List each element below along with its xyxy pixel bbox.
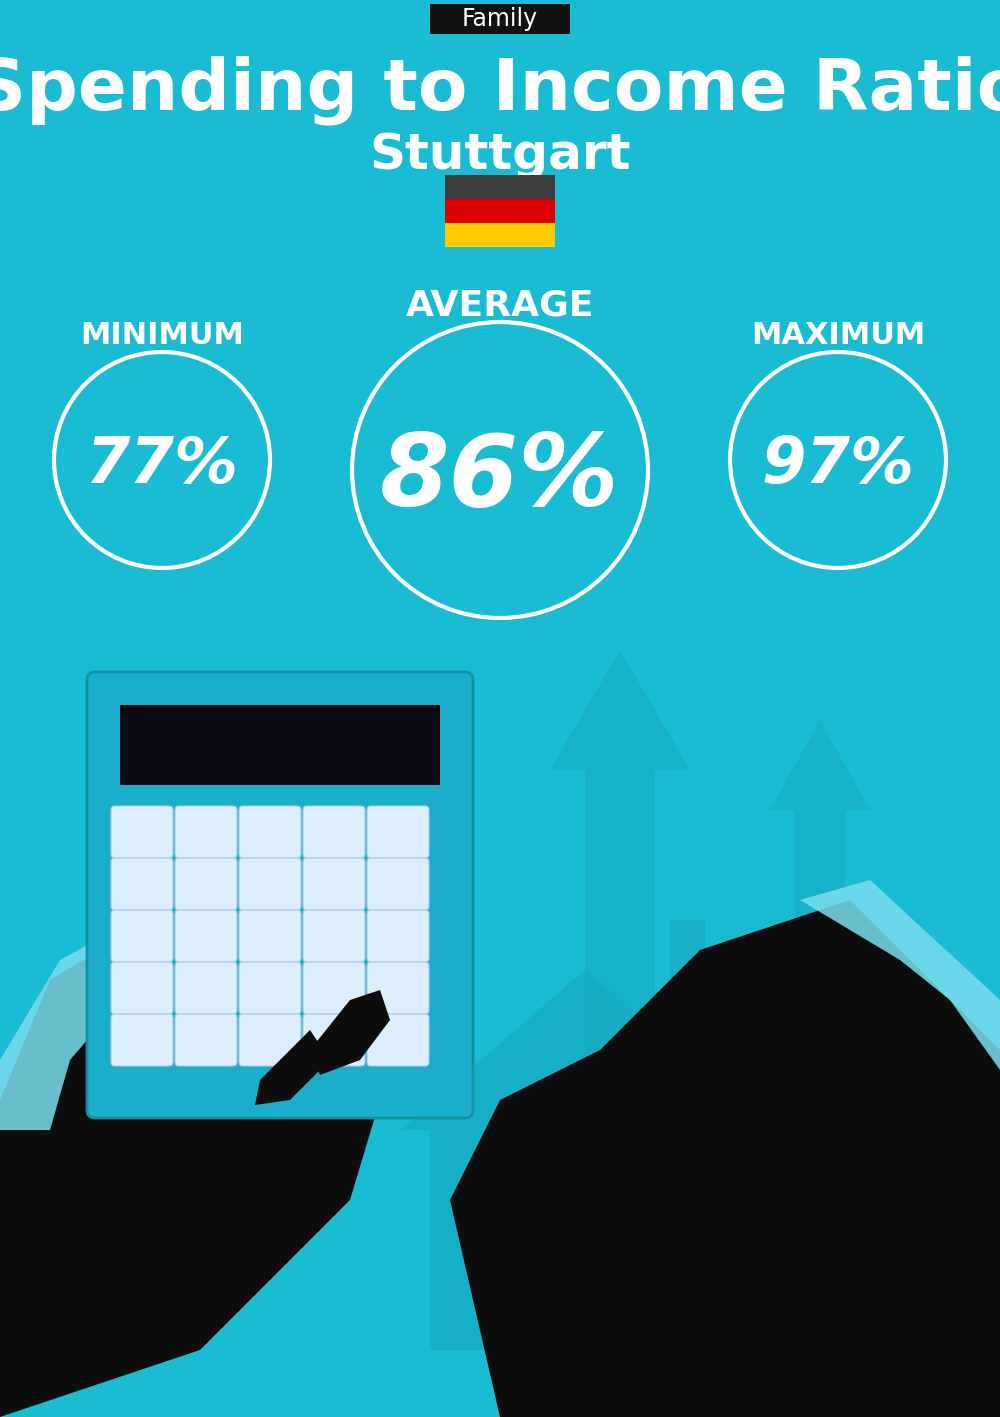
Text: MINIMUM: MINIMUM <box>80 320 244 350</box>
Text: $: $ <box>774 1183 806 1227</box>
Bar <box>430 4 570 34</box>
Bar <box>620 1178 730 1187</box>
Bar <box>552 1240 618 1350</box>
FancyBboxPatch shape <box>367 1015 429 1066</box>
Bar <box>620 1190 730 1200</box>
Text: AVERAGE: AVERAGE <box>406 288 594 322</box>
FancyBboxPatch shape <box>111 1015 173 1066</box>
Bar <box>774 1095 806 1124</box>
Polygon shape <box>255 1030 330 1105</box>
FancyBboxPatch shape <box>239 859 301 910</box>
FancyBboxPatch shape <box>111 806 173 859</box>
Polygon shape <box>310 990 390 1076</box>
Text: Stuttgart: Stuttgart <box>369 130 631 179</box>
Text: 97%: 97% <box>762 434 914 496</box>
Bar <box>620 1238 730 1248</box>
FancyBboxPatch shape <box>175 806 237 859</box>
FancyBboxPatch shape <box>303 1015 365 1066</box>
Bar <box>670 920 705 1010</box>
FancyBboxPatch shape <box>367 910 429 962</box>
Polygon shape <box>770 720 870 1030</box>
Circle shape <box>710 1119 870 1280</box>
Polygon shape <box>400 971 770 1129</box>
Bar <box>430 1129 740 1350</box>
Text: MAXIMUM: MAXIMUM <box>751 320 925 350</box>
Polygon shape <box>270 700 350 955</box>
Polygon shape <box>450 900 1000 1417</box>
Bar <box>445 222 555 247</box>
FancyBboxPatch shape <box>367 806 429 859</box>
Bar <box>445 176 555 198</box>
Bar <box>445 198 555 222</box>
Polygon shape <box>0 920 380 1417</box>
Bar <box>120 706 440 785</box>
FancyBboxPatch shape <box>87 672 473 1118</box>
FancyBboxPatch shape <box>303 806 365 859</box>
FancyBboxPatch shape <box>239 806 301 859</box>
FancyBboxPatch shape <box>303 962 365 1015</box>
FancyBboxPatch shape <box>111 859 173 910</box>
Circle shape <box>608 1128 712 1231</box>
FancyBboxPatch shape <box>239 910 301 962</box>
FancyBboxPatch shape <box>239 962 301 1015</box>
FancyBboxPatch shape <box>111 962 173 1015</box>
Bar <box>620 1202 730 1212</box>
FancyBboxPatch shape <box>303 910 365 962</box>
FancyBboxPatch shape <box>239 1015 301 1066</box>
Bar <box>620 1250 730 1260</box>
Polygon shape <box>550 650 690 1050</box>
FancyBboxPatch shape <box>175 1015 237 1066</box>
Polygon shape <box>800 880 1000 1070</box>
FancyBboxPatch shape <box>175 910 237 962</box>
FancyBboxPatch shape <box>367 962 429 1015</box>
Polygon shape <box>0 900 200 1129</box>
FancyBboxPatch shape <box>367 859 429 910</box>
Bar <box>620 1226 730 1236</box>
Text: $: $ <box>649 1170 671 1200</box>
Bar <box>648 1110 672 1132</box>
FancyBboxPatch shape <box>111 910 173 962</box>
Text: Family: Family <box>462 7 538 31</box>
FancyBboxPatch shape <box>303 859 365 910</box>
Text: 77%: 77% <box>86 434 239 496</box>
Text: Spending to Income Ratio: Spending to Income Ratio <box>0 55 1000 125</box>
Text: 86%: 86% <box>380 429 620 527</box>
FancyBboxPatch shape <box>175 859 237 910</box>
FancyBboxPatch shape <box>175 962 237 1015</box>
Bar <box>620 1214 730 1224</box>
